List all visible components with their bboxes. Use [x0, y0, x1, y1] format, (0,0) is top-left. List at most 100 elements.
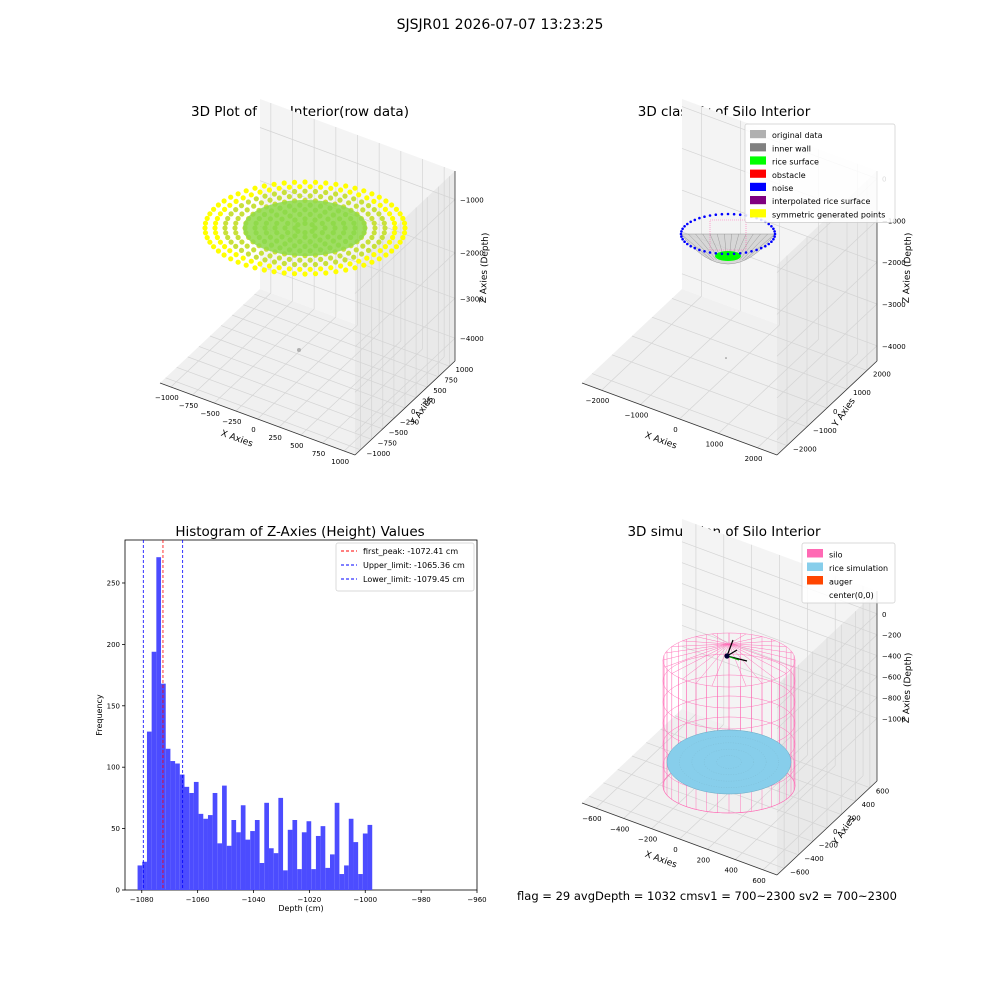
simulation-grid-line	[776, 676, 878, 771]
silo-roof-line	[682, 643, 730, 680]
raw-data-point	[281, 180, 287, 186]
classify-legend-swatch	[750, 143, 766, 152]
raw-plot-x-tick-label: −250	[222, 418, 241, 426]
noise-point	[693, 218, 697, 222]
raw-data-point	[257, 189, 263, 195]
raw-data-point	[353, 203, 359, 209]
silo-roof-line	[728, 643, 747, 687]
classify-plot-z-tick-label: −2000	[882, 259, 906, 267]
raw-data-point	[377, 202, 383, 208]
silo-roof-line	[728, 643, 793, 668]
raw-data-point	[312, 261, 318, 268]
classify-plot-grid-line	[681, 189, 878, 263]
raw-data-point	[302, 188, 308, 194]
classify-plot-grid-line	[776, 345, 878, 441]
histogram-bar	[311, 869, 316, 890]
raw-data-point	[223, 220, 229, 226]
noise-point	[714, 213, 718, 216]
raw-plot-grid-line	[232, 314, 428, 388]
noise-point	[683, 240, 686, 243]
noise-point	[689, 244, 692, 248]
raw-data-point	[235, 234, 241, 241]
silo-roof-line	[671, 643, 730, 647]
classify-legend-swatch	[750, 156, 766, 165]
histogram-bar	[207, 815, 213, 890]
histogram-legend-box	[335, 542, 475, 592]
noise-point	[680, 230, 683, 233]
raw-data-point	[292, 188, 298, 195]
histogram-bar	[193, 781, 199, 890]
histogram-bar	[348, 818, 354, 890]
classify-plot-y-tick-label: −2000	[793, 446, 817, 454]
simulation-x-axis-line	[581, 802, 778, 876]
classify-plot-x-axis-line	[581, 382, 778, 456]
noise-point	[698, 248, 701, 252]
simulation-z-tick-label: −400	[882, 653, 901, 661]
raw-data-point	[204, 235, 210, 241]
simulation-z-tick-label: 0	[882, 611, 886, 619]
raw-data-point	[214, 215, 220, 222]
histogram-bar	[367, 824, 373, 890]
raw-plot-x-tick-label: 0	[251, 426, 255, 434]
simulation-grid-line	[589, 795, 785, 869]
histogram-y-tick-label: 150	[107, 702, 120, 710]
noise-point	[738, 213, 742, 216]
silo-roof-line	[728, 643, 787, 674]
simulation-z-tick-label: −1000	[882, 715, 906, 723]
raw-plot-grid-line	[187, 356, 383, 430]
classify-legend-swatch	[750, 130, 766, 139]
simulation-grid-line	[617, 769, 813, 842]
classify-legend-label: inner wall	[772, 144, 811, 153]
histogram-legend: first_peak: -1072.41 cm Upper_limit: -106…	[335, 542, 475, 592]
simulation-y-tick-label: 200	[847, 815, 860, 823]
raw-data-point	[333, 269, 339, 275]
histogram-bar	[189, 792, 194, 890]
noise-point	[703, 250, 706, 253]
raw-data-point	[397, 211, 403, 217]
raw-data-point	[323, 189, 329, 196]
silo-roof-line	[711, 643, 730, 687]
raw-data-point	[271, 259, 277, 265]
classify-plot-grid-line	[776, 261, 878, 357]
raw-data-point	[360, 243, 366, 249]
histogram-bar	[179, 774, 185, 890]
raw-data-point	[233, 207, 239, 213]
raw-data-point	[351, 196, 357, 202]
simulation-x-tick-label: −600	[582, 815, 601, 823]
raw-data-point	[244, 207, 250, 213]
classify-plot-grid-line	[671, 298, 868, 371]
raw-data-point	[286, 184, 292, 190]
raw-data-plot: 3D Plot of Silo Interior(row data) −1000…	[155, 99, 491, 466]
raw-data-point	[202, 220, 209, 226]
simulation-x-tick-label: −400	[610, 825, 629, 833]
raw-data-point	[243, 262, 249, 268]
histogram-legend-label: first_peak: -1072.41 cm	[363, 547, 458, 556]
classify-plot-grid-line	[681, 273, 878, 347]
noise-point	[770, 240, 773, 243]
raw-data-point	[221, 252, 227, 258]
raw-data-point	[328, 255, 334, 261]
classify-plot-y-tick-label: 0	[833, 408, 837, 416]
raw-plot-z-tick-label: −1000	[460, 197, 484, 205]
rice-mesh-ring	[691, 742, 767, 782]
histogram-bar	[175, 763, 180, 890]
noise-point	[772, 237, 775, 241]
axis-arrow	[726, 639, 734, 657]
raw-data-point	[235, 259, 241, 265]
inner-wall-line	[680, 233, 712, 261]
histogram-bar	[344, 865, 349, 890]
raw-data-point	[221, 198, 227, 204]
raw-data-point	[276, 185, 282, 191]
raw-data-point	[369, 215, 375, 222]
raw-data-point	[365, 203, 372, 209]
raw-plot-x-tick-label: 250	[268, 434, 281, 442]
histogram-bar	[362, 833, 368, 890]
noise-point	[773, 230, 776, 233]
simulation-z-tick-label: −200	[882, 632, 901, 640]
raw-data-point	[318, 184, 324, 190]
classify-plot-y-tick-label: 1000	[853, 389, 871, 397]
classify-plot-x-tick-label: 2000	[745, 455, 763, 463]
raw-plot-zlabel: Z Axies (Depth)	[479, 233, 491, 304]
classify-plot-grid-line	[776, 220, 878, 315]
raw-data-point	[365, 239, 371, 245]
